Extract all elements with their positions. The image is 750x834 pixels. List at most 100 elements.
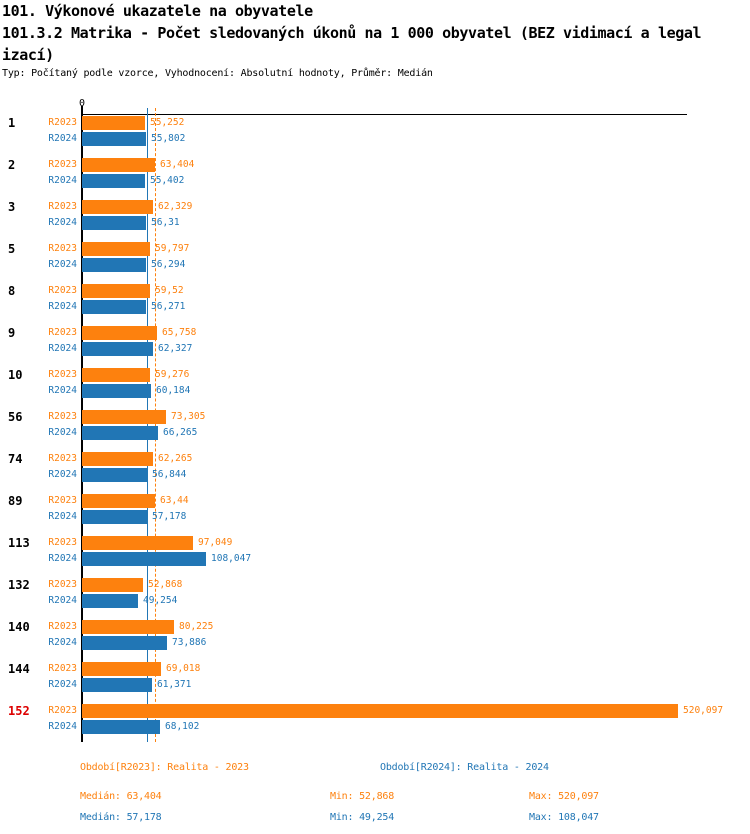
series-label-r2023: R2023: [48, 663, 77, 674]
bar-r2024: [82, 552, 206, 566]
value-label-r2023: 65,758: [162, 327, 197, 338]
category-label: 56: [8, 410, 23, 424]
legend-period-r2024: Období[R2024]: Realita - 2024: [380, 762, 549, 773]
series-label-r2024: R2024: [48, 721, 77, 732]
bar-r2023: [82, 662, 161, 676]
stat-min-r2023: Min: 52,868: [330, 791, 395, 802]
bar-r2023: [82, 326, 157, 340]
series-label-r2023: R2023: [48, 117, 77, 128]
value-label-r2023: 63,44: [160, 495, 189, 506]
bar-r2023: [82, 578, 143, 592]
bar-r2023: [82, 242, 150, 256]
value-label-r2024: 68,102: [165, 721, 200, 732]
value-label-r2023: 69,018: [166, 663, 201, 674]
median-line-r2023: [155, 108, 156, 742]
category-label: 10: [8, 368, 23, 382]
bar-r2023: [82, 200, 153, 214]
series-label-r2024: R2024: [48, 511, 77, 522]
series-label-r2023: R2023: [48, 369, 77, 380]
series-label-r2023: R2023: [48, 579, 77, 590]
bar-r2024: [82, 132, 146, 146]
series-label-r2024: R2024: [48, 385, 77, 396]
value-label-r2023: 97,049: [198, 537, 233, 548]
category-label: 3: [8, 200, 16, 214]
value-label-r2024: 60,184: [156, 385, 191, 396]
bar-r2023: [82, 410, 166, 424]
bar-r2024: [82, 216, 146, 230]
series-label-r2023: R2023: [48, 453, 77, 464]
bar-r2023: [82, 620, 174, 634]
value-label-r2024: 108,047: [211, 553, 252, 564]
bar-r2023: [82, 368, 150, 382]
bar-r2024: [82, 174, 145, 188]
category-label: 89: [8, 494, 23, 508]
category-label: 9: [8, 326, 16, 340]
category-label: 140: [8, 620, 30, 634]
x-axis-line: [82, 114, 687, 115]
series-label-r2023: R2023: [48, 243, 77, 254]
value-label-r2024: 49,254: [143, 595, 178, 606]
bar-r2024: [82, 636, 167, 650]
value-label-r2024: 61,371: [157, 679, 192, 690]
bar-r2024: [82, 678, 152, 692]
bar-r2023: [82, 452, 153, 466]
stat-min-r2024: Min: 49,254: [330, 812, 395, 823]
category-label: 8: [8, 284, 16, 298]
value-label-r2024: 56,271: [151, 301, 186, 312]
value-label-r2023: 73,305: [171, 411, 206, 422]
value-label-r2023: 62,329: [158, 201, 193, 212]
legend-period-r2023: Období[R2023]: Realita - 2023: [80, 762, 249, 773]
value-label-r2023: 59,797: [155, 243, 190, 254]
axis-zero-label: 0: [78, 98, 86, 109]
stat-median-r2024: Medián: 57,178: [80, 812, 162, 823]
bar-r2024: [82, 426, 158, 440]
bar-r2023: [82, 158, 155, 172]
axis-zero-line: [81, 106, 83, 742]
bar-r2024: [82, 720, 160, 734]
stat-median-r2023: Medián: 63,404: [80, 791, 162, 802]
category-label: 1: [8, 116, 16, 130]
bar-r2024: [82, 594, 138, 608]
value-label-r2024: 56,844: [152, 469, 187, 480]
series-label-r2023: R2023: [48, 411, 77, 422]
page-subtitle-line2: izací): [2, 46, 54, 64]
page-title: 101. Výkonové ukazatele na obyvatele: [2, 2, 313, 20]
page-subtitle-line1: 101.3.2 Matrika - Počet sledovaných úkon…: [2, 24, 702, 42]
bar-r2024: [82, 342, 153, 356]
value-label-r2024: 56,31: [151, 217, 180, 228]
series-label-r2024: R2024: [48, 637, 77, 648]
series-label-r2024: R2024: [48, 427, 77, 438]
bar-r2023: [82, 284, 150, 298]
bar-r2024: [82, 384, 151, 398]
bar-r2023: [82, 116, 145, 130]
series-label-r2024: R2024: [48, 133, 77, 144]
category-label: 144: [8, 662, 30, 676]
value-label-r2024: 57,178: [152, 511, 187, 522]
series-label-r2023: R2023: [48, 327, 77, 338]
bar-r2024: [82, 258, 146, 272]
series-label-r2024: R2024: [48, 259, 77, 270]
series-label-r2023: R2023: [48, 495, 77, 506]
bar-r2023: [82, 494, 155, 508]
series-label-r2024: R2024: [48, 679, 77, 690]
value-label-r2024: 73,886: [172, 637, 207, 648]
series-label-r2023: R2023: [48, 285, 77, 296]
category-label: 113: [8, 536, 30, 550]
series-label-r2024: R2024: [48, 301, 77, 312]
value-label-r2023: 59,52: [155, 285, 184, 296]
category-label: 2: [8, 158, 16, 172]
median-line-r2024: [147, 108, 148, 742]
category-label: 132: [8, 578, 30, 592]
value-label-r2023: 520,097: [683, 705, 724, 716]
value-label-r2023: 59,276: [155, 369, 190, 380]
value-label-r2024: 55,802: [151, 133, 186, 144]
bar-r2023: [82, 704, 678, 718]
value-label-r2023: 63,404: [160, 159, 195, 170]
bar-chart: 1 R2023 55,252 R2024 55,802 2 R2023 63,404 R2024…: [0, 116, 750, 746]
category-label: 74: [8, 452, 23, 466]
series-label-r2024: R2024: [48, 175, 77, 186]
value-label-r2023: 55,252: [150, 117, 185, 128]
series-label-r2024: R2024: [48, 343, 77, 354]
value-label-r2024: 55,402: [150, 175, 185, 186]
